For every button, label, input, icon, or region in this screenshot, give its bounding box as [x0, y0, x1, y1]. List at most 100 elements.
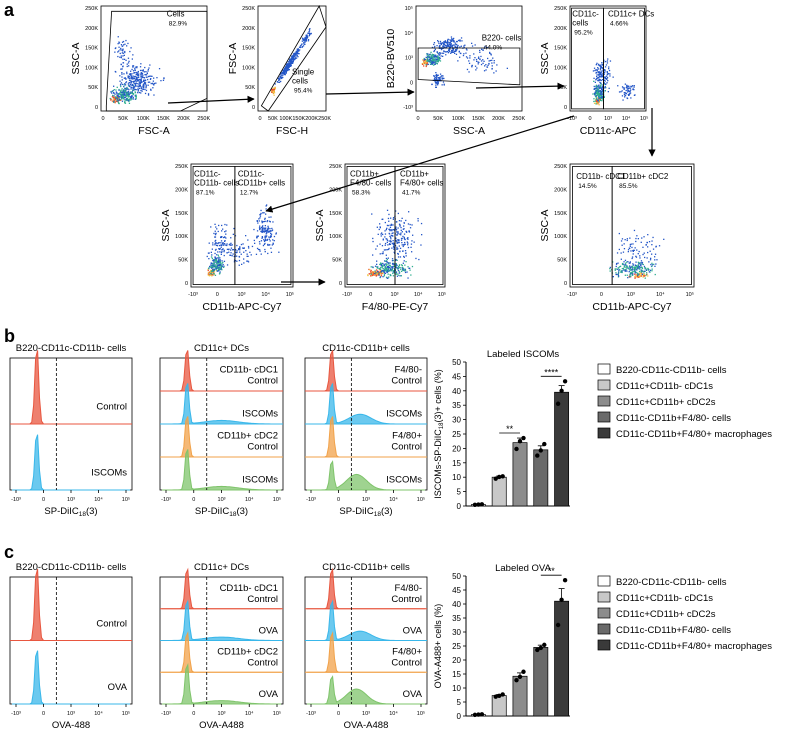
- event-dot: [220, 244, 222, 246]
- event-dot: [145, 84, 147, 86]
- event-dot: [635, 255, 637, 257]
- data-point: [535, 647, 540, 653]
- event-dot: [431, 59, 433, 62]
- event-dot: [634, 267, 636, 269]
- event-dot: [303, 40, 305, 42]
- event-dot: [248, 247, 250, 249]
- event-dot: [432, 54, 434, 56]
- event-dot: [641, 274, 643, 276]
- event-dot: [220, 246, 222, 248]
- y-tick-label: 150K: [175, 211, 188, 217]
- event-dot: [602, 79, 604, 81]
- event-dot: [397, 256, 400, 258]
- event-dot: [599, 90, 601, 92]
- event-dot: [438, 79, 440, 81]
- event-dot: [621, 90, 623, 92]
- event-dot: [141, 75, 143, 78]
- event-dot: [220, 236, 222, 239]
- event-dot: [117, 51, 119, 53]
- event-dot: [126, 72, 128, 75]
- event-dot: [261, 231, 263, 233]
- event-dot: [593, 88, 595, 90]
- event-dot: [118, 93, 120, 95]
- event-dot: [597, 77, 600, 79]
- event-dot: [387, 270, 390, 272]
- event-dot: [603, 79, 605, 81]
- event-dot: [598, 71, 600, 73]
- event-dot: [594, 100, 596, 102]
- event-dot: [214, 265, 216, 267]
- event-dot: [372, 271, 374, 273]
- event-dot: [600, 71, 603, 73]
- histogram-row-label: F4/80+ Control: [391, 646, 422, 668]
- event-dot: [379, 271, 381, 273]
- event-dot: [605, 60, 607, 63]
- event-dot: [136, 72, 139, 74]
- event-dot: [118, 95, 120, 98]
- event-dot: [137, 90, 139, 92]
- event-dot: [635, 269, 637, 271]
- x-tick-label: -10³: [306, 711, 316, 717]
- event-dot: [217, 267, 219, 269]
- y-tick-label: 100K: [554, 65, 567, 71]
- x-tick-label: 10⁵: [417, 710, 425, 717]
- event-dot: [437, 53, 440, 55]
- event-dot: [456, 40, 458, 43]
- event-dot: [606, 78, 608, 80]
- event-dot: [606, 72, 609, 74]
- event-dot: [121, 91, 123, 94]
- event-dot: [124, 83, 126, 85]
- event-dot: [626, 85, 628, 87]
- event-dot: [384, 233, 387, 235]
- event-dot: [138, 76, 140, 78]
- event-dot: [402, 228, 404, 230]
- event-dot: [374, 272, 376, 275]
- event-dot: [595, 90, 597, 92]
- event-dot: [217, 259, 219, 261]
- event-dot: [406, 241, 408, 243]
- event-dot: [132, 65, 135, 67]
- event-dot: [409, 269, 411, 271]
- event-dot: [631, 85, 634, 87]
- event-dot: [442, 52, 445, 54]
- event-dot: [140, 81, 142, 83]
- event-dot: [632, 263, 634, 265]
- event-dot: [381, 273, 383, 275]
- event-dot: [426, 54, 428, 56]
- event-dot: [127, 99, 129, 101]
- event-dot: [379, 274, 381, 276]
- event-dot: [298, 53, 300, 55]
- event-dot: [612, 76, 614, 78]
- event-dot: [261, 237, 263, 239]
- event-dot: [436, 75, 438, 77]
- event-dot: [264, 227, 266, 229]
- y-tick-label: 25: [452, 642, 461, 651]
- event-dot: [212, 270, 214, 272]
- histogram-peak: [12, 568, 130, 641]
- event-dot: [392, 266, 394, 268]
- event-dot: [596, 91, 598, 93]
- event-dot: [223, 260, 226, 262]
- event-dot: [113, 99, 115, 101]
- event-dot: [210, 256, 213, 258]
- y-tick-label: 15: [452, 459, 461, 468]
- y-tick-label: 20: [452, 656, 461, 665]
- event-dot: [638, 266, 641, 268]
- event-dot: [266, 235, 268, 237]
- event-dot: [633, 89, 635, 91]
- event-dot: [215, 226, 217, 228]
- event-dot: [423, 59, 425, 61]
- event-dot: [396, 267, 398, 269]
- event-dot: [620, 270, 623, 272]
- event-dot: [216, 254, 218, 256]
- event-dot: [625, 262, 627, 264]
- y-tick-label: 45: [452, 372, 461, 381]
- event-dot: [130, 82, 132, 84]
- event-dot: [639, 262, 641, 264]
- event-dot: [400, 229, 402, 231]
- event-dot: [230, 254, 232, 256]
- event-dot: [653, 263, 655, 265]
- event-dot: [652, 236, 654, 239]
